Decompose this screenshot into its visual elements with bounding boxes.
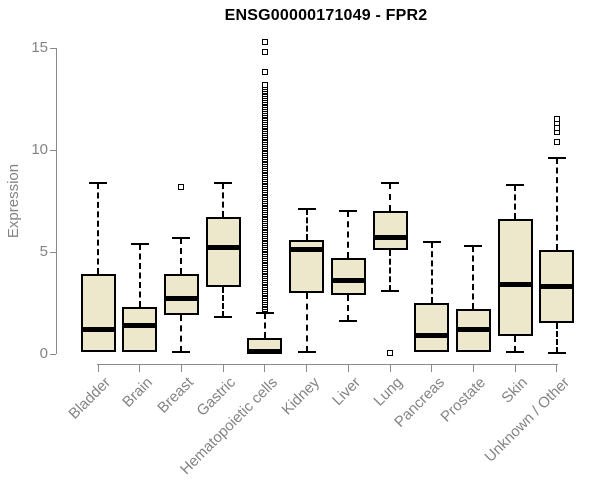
x-axis-tick xyxy=(139,364,141,372)
whisker-cap-upper xyxy=(464,244,483,247)
y-axis-tick xyxy=(50,149,56,151)
box xyxy=(372,211,408,250)
whisker-upper xyxy=(97,182,99,275)
whisker-upper xyxy=(180,237,183,275)
median-line xyxy=(372,235,408,241)
whisker-upper xyxy=(222,182,225,218)
median-line xyxy=(289,247,325,253)
box xyxy=(330,258,366,295)
y-tick-label: 10 xyxy=(31,141,48,158)
whisker-cap-lower xyxy=(339,320,358,323)
outlier-point xyxy=(261,38,268,45)
whisker-lower xyxy=(347,294,350,322)
outlier-point xyxy=(553,138,560,145)
y-axis-tick xyxy=(50,353,56,355)
median-line xyxy=(497,282,533,288)
whisker-lower xyxy=(180,315,183,352)
median-line xyxy=(455,327,491,333)
chart-title: ENSG00000171049 - FPR2 xyxy=(224,7,428,24)
box xyxy=(414,303,450,352)
x-axis-tick xyxy=(222,364,224,372)
box xyxy=(80,274,116,352)
box xyxy=(163,274,199,316)
y-axis-tick xyxy=(50,251,56,253)
median-line xyxy=(247,349,283,355)
whisker-upper xyxy=(305,209,308,240)
box xyxy=(122,307,158,352)
median-line xyxy=(330,278,366,284)
outlier-point xyxy=(178,183,185,190)
y-tick-label: 5 xyxy=(39,243,48,260)
whisker-upper xyxy=(430,241,433,303)
whisker-cap-lower xyxy=(547,351,566,354)
whisker-cap-upper xyxy=(422,240,441,243)
x-axis-tick xyxy=(389,364,391,372)
x-axis-tick xyxy=(347,364,349,372)
whisker-upper xyxy=(514,184,517,220)
whisker-upper xyxy=(263,313,266,338)
x-axis-tick xyxy=(472,364,474,372)
box xyxy=(497,219,533,336)
whisker-upper xyxy=(138,243,141,308)
y-axis-line xyxy=(56,48,57,354)
whisker-cap-upper xyxy=(381,181,400,184)
y-tick-label: 15 xyxy=(31,39,48,56)
x-axis-tick xyxy=(556,364,558,372)
whisker-cap-upper xyxy=(214,181,233,184)
y-axis-tick xyxy=(50,47,56,49)
whisker-lower xyxy=(222,286,225,318)
y-tick-label: 0 xyxy=(39,345,48,362)
whisker-lower xyxy=(305,292,308,352)
outlier-point xyxy=(261,82,268,89)
whisker-cap-lower xyxy=(381,289,400,292)
x-axis-tick xyxy=(514,364,516,372)
x-axis-line xyxy=(97,364,558,365)
whisker-cap-upper xyxy=(255,312,274,315)
whisker-cap-upper xyxy=(339,210,358,213)
whisker-cap-upper xyxy=(547,157,566,160)
whisker-upper xyxy=(347,211,350,259)
outlier-point xyxy=(553,116,560,123)
whisker-cap-upper xyxy=(506,183,525,186)
whisker-lower xyxy=(555,323,558,353)
whisker-upper xyxy=(555,158,558,250)
outlier-point xyxy=(387,349,394,356)
whisker-cap-upper xyxy=(130,242,149,245)
x-axis-tick xyxy=(180,364,182,372)
median-line xyxy=(163,296,199,302)
median-line xyxy=(80,327,116,333)
median-line xyxy=(205,245,241,251)
x-axis-tick xyxy=(264,364,266,372)
median-line xyxy=(122,322,158,328)
median-line xyxy=(539,284,575,290)
x-axis-tick xyxy=(306,364,308,372)
whisker-cap-upper xyxy=(172,236,191,239)
whisker-upper xyxy=(472,245,475,310)
whisker-cap-lower xyxy=(506,350,525,353)
whisker-cap-upper xyxy=(89,181,107,184)
x-axis-tick xyxy=(431,364,433,372)
box xyxy=(205,217,241,287)
whisker-cap-lower xyxy=(172,350,191,353)
whisker-lower xyxy=(389,249,392,291)
whisker-upper xyxy=(389,182,392,212)
whisker-cap-lower xyxy=(214,316,233,319)
outlier-point xyxy=(261,49,268,56)
whisker-cap-lower xyxy=(297,350,316,353)
whisker-lower xyxy=(514,335,517,352)
median-line xyxy=(414,333,450,339)
x-axis-tick xyxy=(97,364,99,372)
outlier-point xyxy=(261,69,268,76)
whisker-cap-upper xyxy=(297,208,316,211)
